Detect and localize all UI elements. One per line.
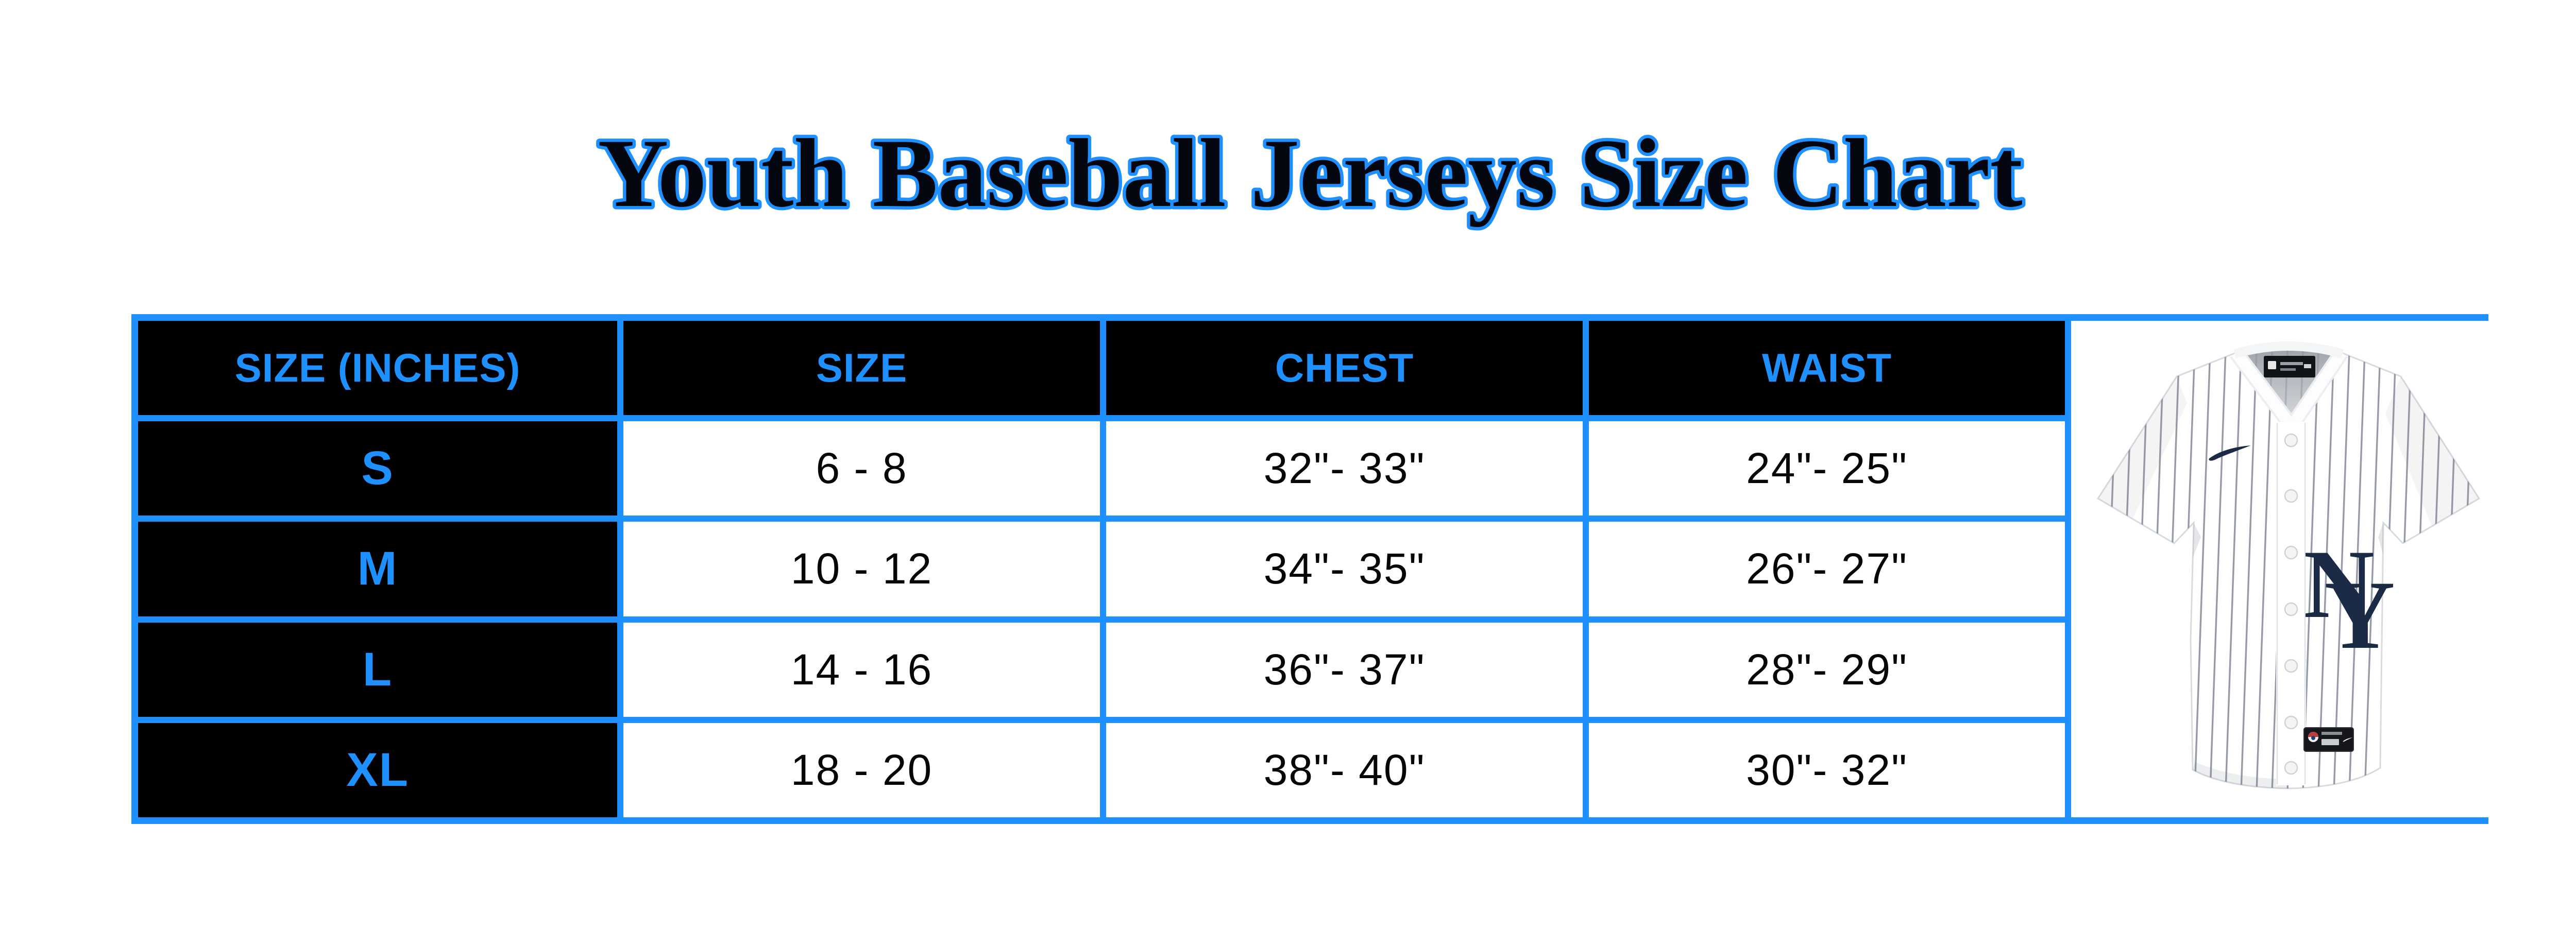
header-cell-chest: CHEST [1106,321,1583,416]
chest-cell: 36"- 37" [1106,622,1583,717]
jersey-image-panel: N Y [2071,321,2506,817]
age-range-cell: 14 - 16 [623,622,1100,717]
waist-value: 30"- 32" [1746,745,1908,794]
chest-value: 34"- 35" [1263,544,1426,593]
waist-cell: 30"- 32" [1589,723,2065,817]
waist-value: 26"- 27" [1746,544,1908,593]
jock-tag [2303,727,2354,752]
chest-value: 38"- 40" [1263,745,1426,794]
header-label: SIZE (INCHES) [234,345,521,391]
header-label: SIZE [816,345,908,391]
jersey-placket [2276,421,2306,785]
age-range-value: 14 - 16 [790,645,933,694]
age-range-value: 6 - 8 [816,444,908,493]
header-label: CHEST [1275,345,1414,391]
chest-value: 32"- 33" [1263,444,1426,493]
jersey-collar [2230,341,2348,430]
waist-cell: 24"- 25" [1589,421,2065,516]
size-letter: XL [346,743,409,796]
waist-cell: 26"- 27" [1589,522,2065,616]
age-range-value: 18 - 20 [790,745,933,794]
age-range-cell: 18 - 20 [623,723,1100,817]
page-title-graphic: Youth Baseball Jerseys Size Chart [595,116,2026,231]
jersey-inner-neck [2235,347,2343,426]
chest-cell: 34"- 35" [1106,522,1583,616]
chest-value: 36"- 37" [1263,645,1426,694]
waist-value: 24"- 25" [1746,444,1908,493]
size-letter: M [357,542,398,595]
size-label-cell: M [138,522,617,616]
size-chart-table: SIZE (INCHES) SIZE CHEST WAIST [131,314,2506,824]
age-range-cell: 10 - 12 [623,522,1100,616]
ny-logo-letter-y: Y [2324,561,2395,669]
header-cell-size: SIZE [623,321,1100,416]
waist-cell: 28"- 29" [1589,622,2065,717]
age-range-value: 10 - 12 [790,544,933,593]
ny-logo-letter-n: N [2303,530,2374,639]
jersey-buttons [2284,433,2298,775]
header-cell-size-inches: SIZE (INCHES) [138,321,617,416]
size-letter: S [361,442,394,495]
nike-swoosh-icon [2209,445,2251,461]
size-letter: L [362,643,393,696]
jersey-illustration: N Y [2096,341,2481,789]
size-label-cell: S [138,421,617,516]
size-label-cell: XL [138,723,617,817]
size-label-cell: L [138,622,617,717]
age-range-cell: 6 - 8 [623,421,1100,516]
page-title: Youth Baseball Jerseys Size Chart [598,119,2022,228]
chest-cell: 38"- 40" [1106,723,1583,817]
header-cell-waist: WAIST [1589,321,2065,416]
waist-value: 28"- 29" [1746,645,1908,694]
ny-logo: N Y [2303,530,2395,669]
chest-cell: 32"- 33" [1106,421,1583,516]
neck-brand-tag [2264,355,2315,377]
header-label: WAIST [1762,345,1892,391]
